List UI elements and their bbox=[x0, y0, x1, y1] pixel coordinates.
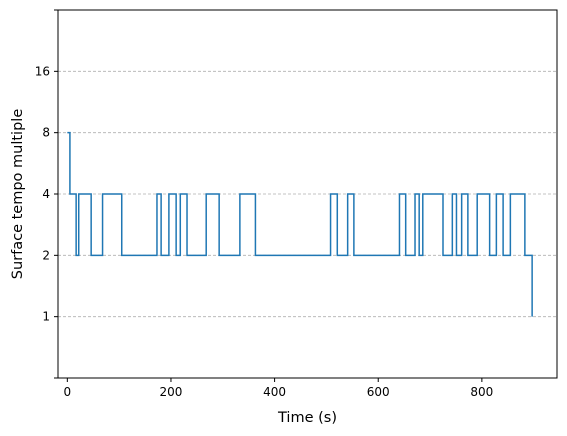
x-axis-label: Time (s) bbox=[277, 410, 337, 426]
x-tick-label: 600 bbox=[367, 385, 390, 399]
x-tick-label: 800 bbox=[470, 385, 493, 399]
y-tick-label: 2 bbox=[42, 248, 50, 262]
y-axis-label: Surface tempo multiple bbox=[10, 109, 26, 280]
y-tick-label: 1 bbox=[42, 310, 50, 324]
axis-ticks: 1 2 4 8 16 0 200 400 600 800 bbox=[35, 9, 493, 399]
y-tick-label: 4 bbox=[42, 187, 50, 201]
x-tick-label: 0 bbox=[64, 385, 72, 399]
y-tick-label: 16 bbox=[35, 64, 50, 78]
x-tick-label: 200 bbox=[160, 385, 183, 399]
series-line bbox=[67, 131, 533, 317]
x-tick-label: 400 bbox=[263, 385, 286, 399]
y-tick-label: 8 bbox=[42, 126, 50, 140]
